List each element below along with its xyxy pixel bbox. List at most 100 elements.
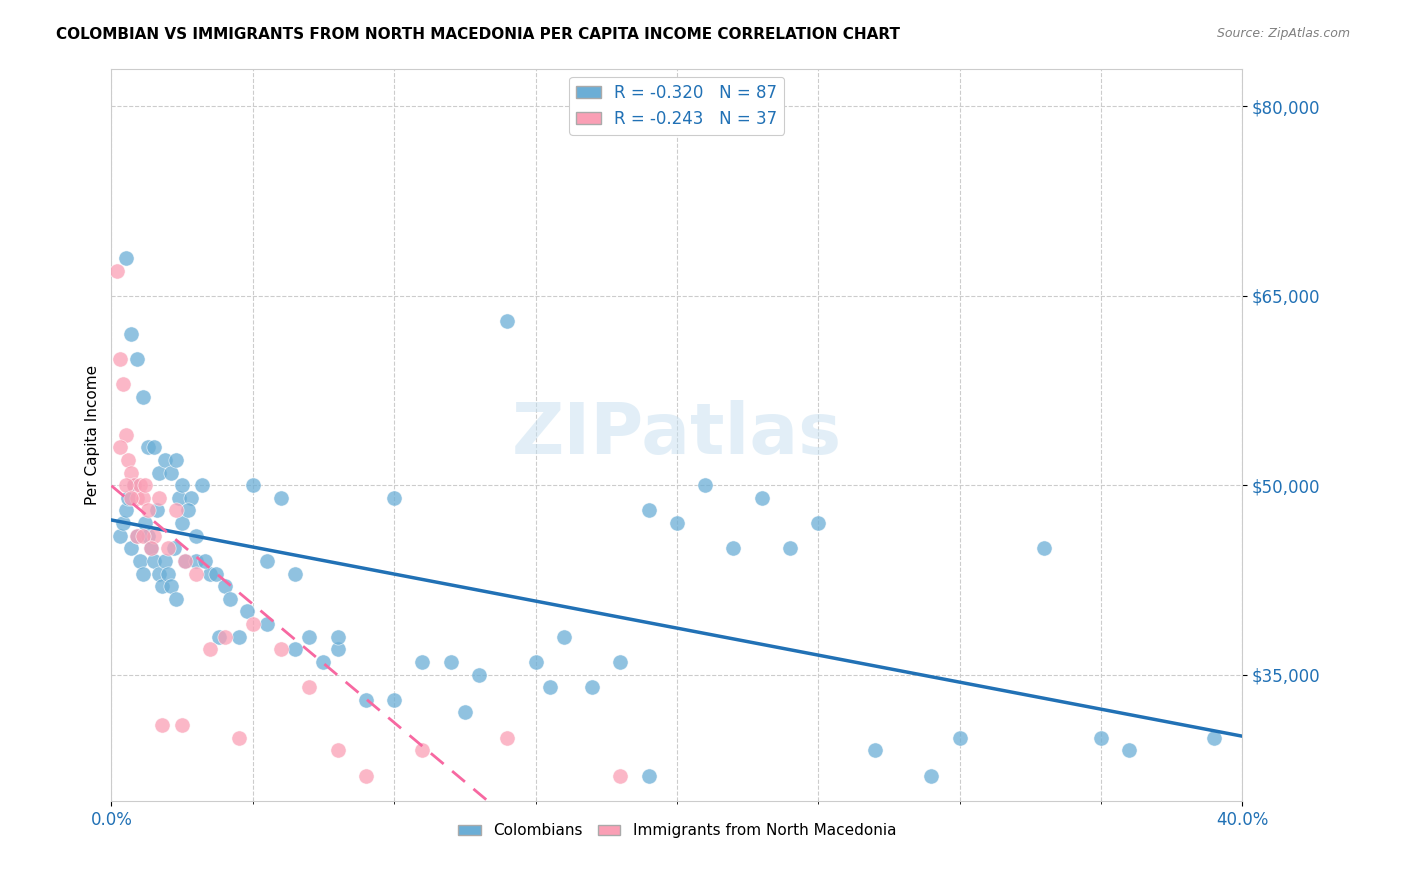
Point [136,503,159,517]
Point [695,478,717,492]
Point [326,630,349,644]
Point [108,529,131,543]
Point [236,605,259,619]
Point [208,630,231,644]
Point [139,541,162,556]
Point [242,617,264,632]
Point [200,566,222,581]
Point [125,351,148,366]
Point [242,478,264,492]
Point [411,743,433,757]
Point [174,554,197,568]
Point [122,478,145,492]
Point [159,579,181,593]
Point [165,503,187,517]
Point [108,351,131,366]
Point [108,440,131,454]
Y-axis label: Per Capita Income: Per Capita Income [86,365,100,505]
Point [270,491,292,505]
Point [1090,731,1112,745]
Point [665,516,688,530]
Text: COLOMBIAN VS IMMIGRANTS FROM NORTH MACEDONIA PER CAPITA INCOME CORRELATION CHART: COLOMBIAN VS IMMIGRANTS FROM NORTH MACED… [56,27,900,42]
Point [131,529,153,543]
Point [134,516,156,530]
Point [214,579,236,593]
Point [496,731,519,745]
Point [256,554,278,568]
Point [723,541,745,556]
Point [186,554,208,568]
Point [1118,743,1140,757]
Point [214,630,236,644]
Point [186,566,208,581]
Point [205,566,228,581]
Point [172,516,194,530]
Text: ZIPatlas: ZIPatlas [512,401,842,469]
Point [186,529,208,543]
Point [120,326,142,341]
Point [150,579,173,593]
Point [114,251,136,265]
Point [136,440,159,454]
Point [553,630,575,644]
Point [128,478,150,492]
Point [468,667,491,681]
Point [105,263,128,277]
Point [125,529,148,543]
Point [581,680,603,694]
Point [156,566,179,581]
Point [117,453,139,467]
Point [1033,541,1056,556]
Point [228,630,250,644]
Point [524,655,547,669]
Point [169,491,191,505]
Point [1202,731,1225,745]
Point [191,478,214,492]
Point [142,440,165,454]
Text: Source: ZipAtlas.com: Source: ZipAtlas.com [1216,27,1350,40]
Point [114,478,136,492]
Point [148,466,170,480]
Point [807,516,830,530]
Point [162,541,184,556]
Point [134,478,156,492]
Point [538,680,561,694]
Point [609,655,631,669]
Point [172,478,194,492]
Point [194,554,217,568]
Point [117,491,139,505]
Point [354,769,377,783]
Point [920,769,942,783]
Point [156,541,179,556]
Point [863,743,886,757]
Point [120,491,142,505]
Point [354,693,377,707]
Point [165,453,187,467]
Point [131,491,153,505]
Point [125,491,148,505]
Point [174,554,197,568]
Point [382,693,405,707]
Point [131,566,153,581]
Point [228,731,250,745]
Point [122,478,145,492]
Point [114,503,136,517]
Point [111,377,134,392]
Point [150,718,173,732]
Point [609,769,631,783]
Point [440,655,463,669]
Point [131,390,153,404]
Point [142,529,165,543]
Point [153,453,176,467]
Point [219,591,242,606]
Point [153,554,176,568]
Point [165,591,187,606]
Point [177,503,200,517]
Point [411,655,433,669]
Point [637,503,659,517]
Point [111,516,134,530]
Point [128,554,150,568]
Point [779,541,801,556]
Point [145,503,167,517]
Point [180,491,202,505]
